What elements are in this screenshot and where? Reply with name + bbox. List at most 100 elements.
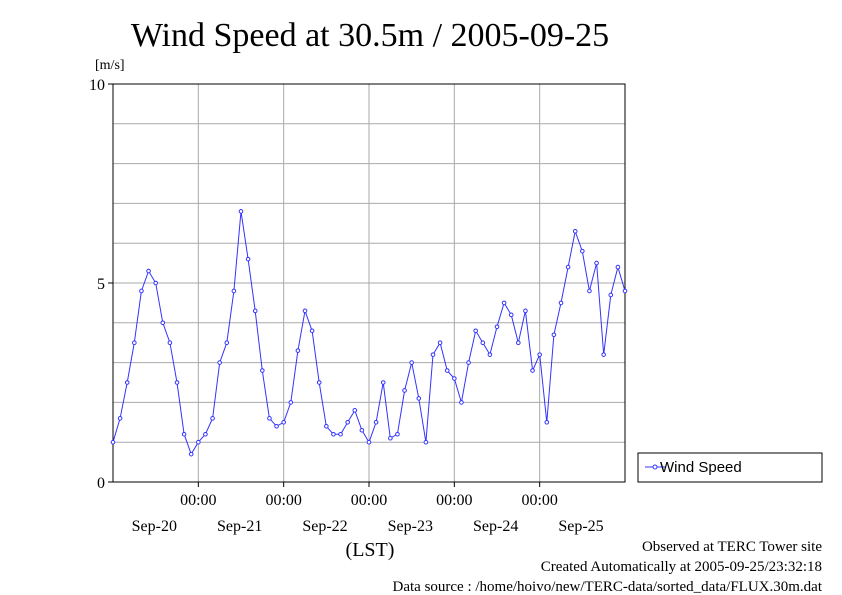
data-point-wind-speed xyxy=(260,368,265,373)
data-point-wind-speed xyxy=(224,340,230,346)
data-point-wind-speed xyxy=(565,264,571,270)
data-point-wind-speed xyxy=(516,340,521,346)
x-tick-time-label: 00:00 xyxy=(265,492,301,509)
data-point-wind-speed xyxy=(558,300,564,306)
x-axis-label: (LST) xyxy=(346,539,395,561)
data-point-wind-speed xyxy=(167,340,173,346)
data-point-wind-speed xyxy=(530,368,535,373)
data-point-wind-speed xyxy=(572,228,578,234)
data-point-wind-speed xyxy=(459,400,464,405)
y-tick-label: 10 xyxy=(89,77,105,94)
data-point-wind-speed xyxy=(132,340,137,346)
data-point-wind-speed xyxy=(174,380,180,385)
data-point-wind-speed xyxy=(238,209,244,214)
data-point-wind-speed xyxy=(124,380,130,385)
data-point-wind-speed xyxy=(501,300,507,306)
data-point-wind-speed xyxy=(452,376,457,381)
x-date-label: Sep-25 xyxy=(558,518,603,535)
data-point-wind-speed xyxy=(466,360,471,365)
data-point-wind-speed xyxy=(580,248,585,254)
data-point-wind-speed xyxy=(551,332,557,338)
data-point-wind-speed xyxy=(181,431,187,437)
data-point-wind-speed xyxy=(324,423,329,429)
legend-box xyxy=(637,452,823,483)
data-point-wind-speed xyxy=(316,380,322,385)
data-point-wind-speed xyxy=(480,340,486,346)
legend: Wind Speed xyxy=(637,452,823,483)
data-point-wind-speed xyxy=(366,439,372,445)
data-point-wind-speed xyxy=(523,308,528,314)
chart-title: Wind Speed at 30.5m / 2005-09-25 xyxy=(131,17,609,54)
data-point-wind-speed xyxy=(373,420,379,425)
data-point-wind-speed xyxy=(188,451,194,457)
data-point-wind-speed xyxy=(160,320,166,326)
legend-marker-swatch xyxy=(652,464,658,470)
data-point-wind-speed xyxy=(267,416,272,421)
y-tick-label: 0 xyxy=(97,475,105,492)
data-point-wind-speed xyxy=(309,328,315,334)
y-tick-labels: 0 5 10 xyxy=(89,77,113,492)
data-point-wind-speed xyxy=(331,431,336,437)
data-point-wind-speed xyxy=(494,324,500,330)
data-point-wind-speed xyxy=(295,348,301,353)
x-tick-time-label: 00:00 xyxy=(436,492,472,509)
data-point-wind-speed xyxy=(444,368,450,373)
x-tick-date-label: Sep-21 xyxy=(217,518,262,535)
x-tick-date-label: Sep-20 xyxy=(132,518,177,535)
footer-created-timestamp: Created Automatically at 2005-09-25/23:3… xyxy=(541,559,822,575)
x-tick-date-label: Sep-22 xyxy=(302,518,347,535)
grid-layer xyxy=(113,84,625,482)
data-point-wind-speed xyxy=(402,388,407,393)
data-point-wind-speed xyxy=(430,352,436,357)
x-tick-time-label: 00:00 xyxy=(351,492,387,509)
data-point-wind-speed xyxy=(487,352,493,357)
y-tick-label: 5 xyxy=(97,276,105,293)
data-point-wind-speed xyxy=(210,416,215,421)
data-point-wind-speed xyxy=(231,288,237,294)
x-tick-labels: 00:00Sep-2000:00Sep-2100:00Sep-2200:00Se… xyxy=(132,482,604,535)
data-point-wind-speed xyxy=(473,328,478,334)
data-point-wind-speed xyxy=(338,431,343,437)
y-axis-unit: [m/s] xyxy=(95,58,125,73)
data-point-wind-speed xyxy=(274,423,279,429)
data-point-wind-speed xyxy=(302,308,308,314)
data-point-wind-speed xyxy=(281,420,286,425)
data-point-wind-speed xyxy=(203,431,208,437)
data-point-wind-speed xyxy=(288,400,294,405)
x-tick-date-label: Sep-23 xyxy=(388,518,433,535)
data-point-wind-speed xyxy=(153,280,158,286)
series-layer xyxy=(110,209,628,457)
data-point-wind-speed xyxy=(139,288,144,294)
data-point-wind-speed xyxy=(615,264,621,270)
data-point-wind-speed xyxy=(110,439,116,445)
data-point-wind-speed xyxy=(622,288,628,294)
data-point-wind-speed xyxy=(608,292,614,298)
data-point-wind-speed xyxy=(601,352,606,357)
data-point-wind-speed xyxy=(587,288,592,294)
x-tick-time-label: 00:00 xyxy=(521,492,557,509)
x-tick-time-label: 00:00 xyxy=(180,492,216,509)
footer-data-source: Data source : /home/hoivo/new/TERC-data/… xyxy=(393,579,823,595)
data-point-wind-speed xyxy=(217,360,222,365)
data-point-wind-speed xyxy=(352,408,358,413)
data-point-wind-speed xyxy=(594,260,599,266)
data-point-wind-speed xyxy=(423,439,429,445)
data-point-wind-speed xyxy=(359,427,365,433)
data-point-wind-speed xyxy=(196,439,201,445)
data-point-wind-speed xyxy=(409,360,414,365)
data-point-wind-speed xyxy=(437,340,443,346)
data-point-wind-speed xyxy=(508,312,514,318)
data-point-wind-speed xyxy=(416,396,422,401)
data-point-wind-speed xyxy=(544,420,550,425)
data-point-wind-speed xyxy=(388,435,393,441)
data-point-wind-speed xyxy=(395,431,400,437)
data-point-wind-speed xyxy=(117,416,123,421)
data-point-wind-speed xyxy=(245,256,251,262)
data-point-wind-speed xyxy=(146,268,151,274)
data-point-wind-speed xyxy=(252,308,258,314)
x-tick-date-label: Sep-24 xyxy=(473,518,518,535)
data-point-wind-speed xyxy=(345,420,350,425)
data-point-wind-speed xyxy=(537,352,542,357)
legend-label-wind-speed: Wind Speed xyxy=(660,459,742,476)
